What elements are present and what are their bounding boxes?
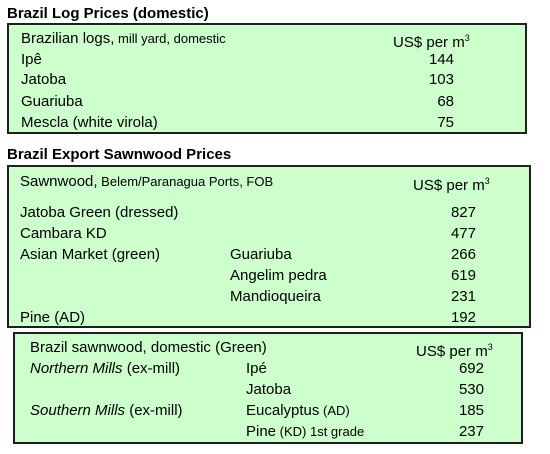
log-row-value: 103 [428, 71, 454, 88]
domestic-row-region: Southern Mills (ex-mill) [30, 402, 183, 419]
log-prices-unit: US$ per m3 [393, 33, 470, 51]
log-row-value: 144 [428, 51, 454, 68]
log-row-name: Mescla (white virola) [21, 114, 158, 131]
domestic-unit: US$ per m3 [416, 342, 493, 360]
log-row-name: Ipê [21, 51, 42, 68]
domestic-row-species: Jatoba [246, 381, 292, 398]
export-row-name: Pine (AD) [20, 309, 86, 326]
export-row-value: 192 [450, 309, 476, 326]
domestic-row-value: 530 [458, 381, 484, 398]
domestic-row-value: 185 [458, 402, 484, 419]
export-unit: US$ per m3 [413, 176, 490, 194]
export-row-species: Angelim pedra [230, 267, 327, 284]
domestic-row-species: Ipé [246, 360, 267, 377]
domestic-row-species: Pine (KD) 1st grade [246, 423, 365, 440]
log-row-name: Guariuba [21, 93, 83, 110]
log-prices-title: Brazil Log Prices (domestic) [7, 5, 209, 22]
domestic-header-label: Brazil sawnwood, domestic (Green) [30, 339, 267, 356]
log-row-value: 68 [437, 93, 454, 110]
log-row-value: 75 [437, 114, 454, 131]
export-row-species: Guariuba [230, 246, 292, 263]
export-row-value: 266 [450, 246, 476, 263]
domestic-row-value: 692 [458, 360, 484, 377]
export-row-name: Asian Market (green) [20, 246, 161, 263]
domestic-row-species: Eucalyptus (AD) [246, 402, 350, 419]
export-row-value: 477 [450, 225, 476, 242]
export-sawnwood-title: Brazil Export Sawnwood Prices [7, 146, 232, 163]
export-row-name: Jatoba Green (dressed) [20, 204, 179, 221]
export-row-species: Mandioqueira [230, 288, 321, 305]
log-row-name: Jatoba [21, 71, 67, 88]
export-sawnwood-table: Sawnwood, Belem/Paranagua Ports, FOB US$… [7, 165, 531, 328]
export-row-value: 827 [450, 204, 476, 221]
export-row-value: 619 [450, 267, 476, 284]
domestic-sawnwood-table: Brazil sawnwood, domestic (Green) US$ pe… [13, 332, 523, 444]
log-prices-header-label: Brazilian logs, mill yard, domestic [21, 30, 226, 47]
export-header-label: Sawnwood, Belem/Paranagua Ports, FOB [20, 173, 274, 190]
export-row-value: 231 [450, 288, 476, 305]
export-row-name: Cambara KD [20, 225, 107, 242]
domestic-row-region: Northern Mills (ex-mill) [30, 360, 181, 377]
log-prices-table: Brazilian logs, mill yard, domestic US$ … [7, 23, 527, 134]
domestic-row-value: 237 [458, 423, 484, 440]
